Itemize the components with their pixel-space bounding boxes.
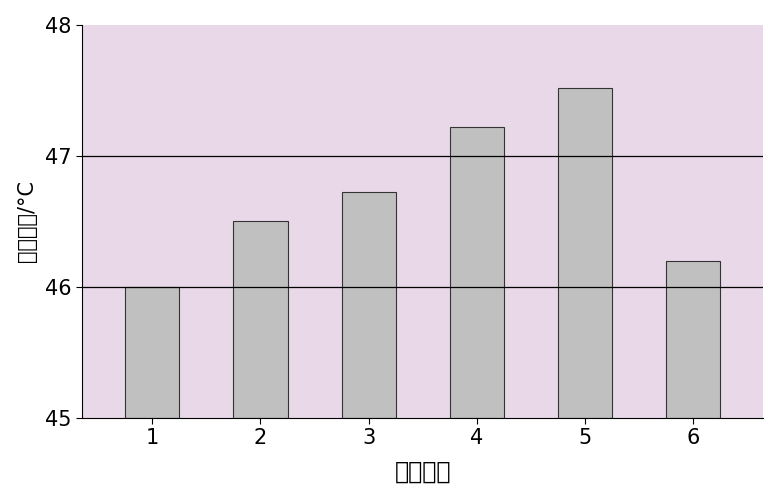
- Bar: [342, 192, 395, 418]
- Bar: [126, 287, 179, 418]
- Bar: [233, 221, 288, 418]
- Bar: [558, 88, 612, 418]
- Bar: [666, 260, 720, 418]
- Y-axis label: 表皮温度/°C: 表皮温度/°C: [16, 180, 37, 262]
- Bar: [450, 127, 504, 418]
- X-axis label: 实验组号: 实验组号: [395, 460, 451, 483]
